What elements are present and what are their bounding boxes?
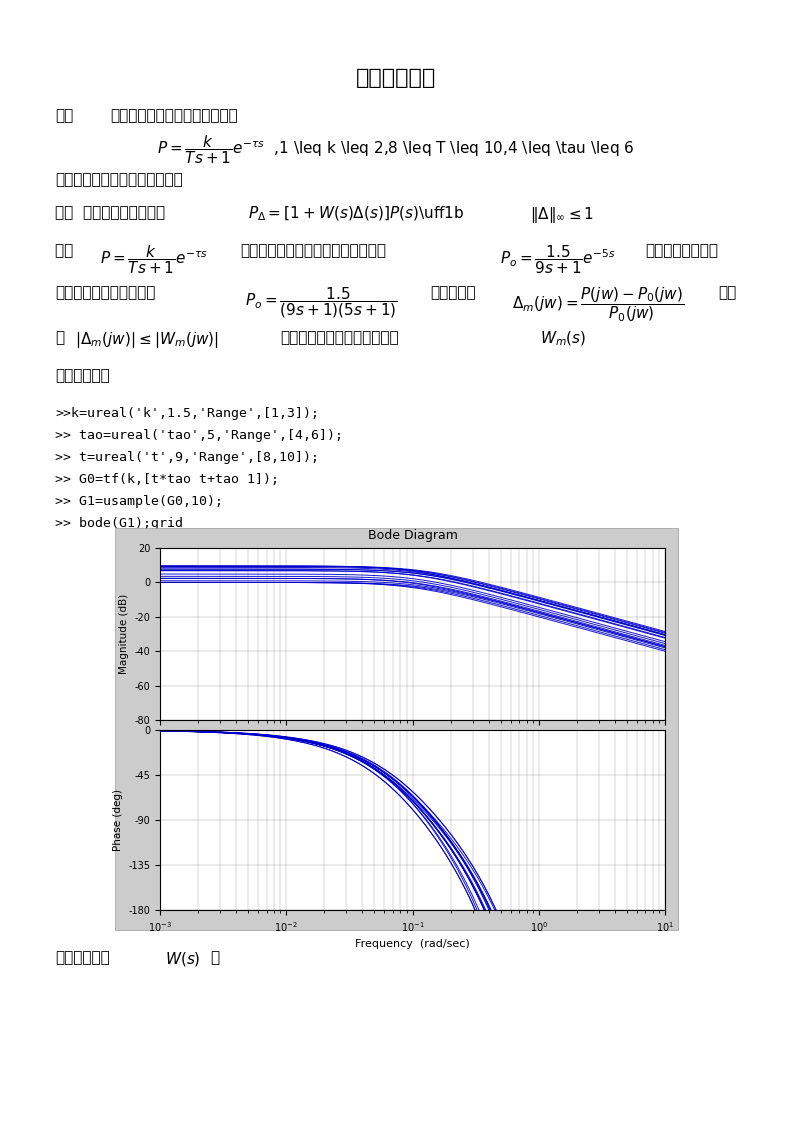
Text: >> t=ureal('t',9,'Range',[8,10]);: >> t=ureal('t',9,'Range',[8,10]); (55, 451, 319, 465)
Text: ，因此可以取中间值为标称值，即：: ，因此可以取中间值为标称值，即： (240, 243, 386, 258)
Text: 鲁棒控制作业: 鲁棒控制作业 (356, 68, 436, 88)
Text: 延迟环节得标称模型为：: 延迟环节得标称模型为： (55, 285, 155, 300)
Text: >> bode(G1);grid: >> bode(G1);grid (55, 517, 183, 530)
Text: 试给出系统的乘性不确定描述。: 试给出系统的乘性不确定描述。 (55, 172, 182, 187)
Text: 答：  乘法不确定性描述：: 答： 乘法不确定性描述： (55, 205, 165, 220)
Text: Bode Diagram: Bode Diagram (368, 530, 458, 542)
Y-axis label: Magnitude (dB): Magnitude (dB) (119, 594, 128, 674)
Text: $P_o = \dfrac{1.5}{(9s+1)(5s+1)}$: $P_o = \dfrac{1.5}{(9s+1)(5s+1)}$ (245, 285, 398, 320)
Text: ：: ： (210, 950, 219, 965)
Text: 乘法扰动为: 乘法扰动为 (430, 285, 476, 300)
Text: $W(s)$: $W(s)$ (165, 950, 201, 968)
Text: 绘制曲线计算: 绘制曲线计算 (55, 950, 109, 965)
Text: 一、: 一、 (55, 108, 73, 123)
Text: ，则通过波特图选择出近似的: ，则通过波特图选择出近似的 (280, 330, 399, 344)
Text: $W_m(s)$: $W_m(s)$ (540, 330, 586, 349)
Text: >> G0=tf(k,[t*tao t+tao 1]);: >> G0=tf(k,[t*tao t+tao 1]); (55, 473, 279, 486)
Text: 由于: 由于 (55, 243, 79, 258)
Text: 设一工业过程由以下模型表示：: 设一工业过程由以下模型表示： (110, 108, 238, 123)
Text: $\Delta_m(jw) = \dfrac{P(jw) - P_0(jw)}{P_0(jw)}$: $\Delta_m(jw) = \dfrac{P(jw) - P_0(jw)}{… (512, 285, 684, 324)
Text: 重: 重 (55, 330, 64, 344)
Text: 源程序如下：: 源程序如下： (55, 368, 109, 383)
Y-axis label: Phase (deg): Phase (deg) (113, 789, 123, 850)
Text: ，用惯性环节代替: ，用惯性环节代替 (645, 243, 718, 258)
Text: $|\Delta_m(jw)| \leq |W_m(jw)|$: $|\Delta_m(jw)| \leq |W_m(jw)|$ (75, 330, 219, 350)
Text: $P = \dfrac{k}{Ts+1}e^{-\tau s}$: $P = \dfrac{k}{Ts+1}e^{-\tau s}$ (100, 243, 209, 276)
Text: $P = \dfrac{k}{Ts+1}e^{-\tau s}$  ,1 \leq k \leq 2,8 \leq T \leq 10,4 \leq \tau : $P = \dfrac{k}{Ts+1}e^{-\tau s}$ ,1 \leq… (157, 134, 634, 166)
Text: $P_\Delta = [1 + W(s)\Delta(s)]P(s)$\uff1b: $P_\Delta = [1 + W(s)\Delta(s)]P(s)$\uff… (248, 205, 465, 223)
X-axis label: Frequency  (rad/sec): Frequency (rad/sec) (355, 939, 470, 949)
Text: >> tao=ureal('tao',5,'Range',[4,6]);: >> tao=ureal('tao',5,'Range',[4,6]); (55, 429, 343, 442)
Text: $P_o = \dfrac{1.5}{9s+1}e^{-5s}$: $P_o = \dfrac{1.5}{9s+1}e^{-5s}$ (500, 243, 616, 276)
Text: $\|\Delta\|_\infty \leq 1$: $\|\Delta\|_\infty \leq 1$ (530, 205, 594, 226)
Text: >> G1=usample(G0,10);: >> G1=usample(G0,10); (55, 495, 223, 508)
Text: >>k=ureal('k',1.5,'Range',[1,3]);: >>k=ureal('k',1.5,'Range',[1,3]); (55, 407, 319, 420)
Text: 。权: 。权 (718, 285, 736, 300)
